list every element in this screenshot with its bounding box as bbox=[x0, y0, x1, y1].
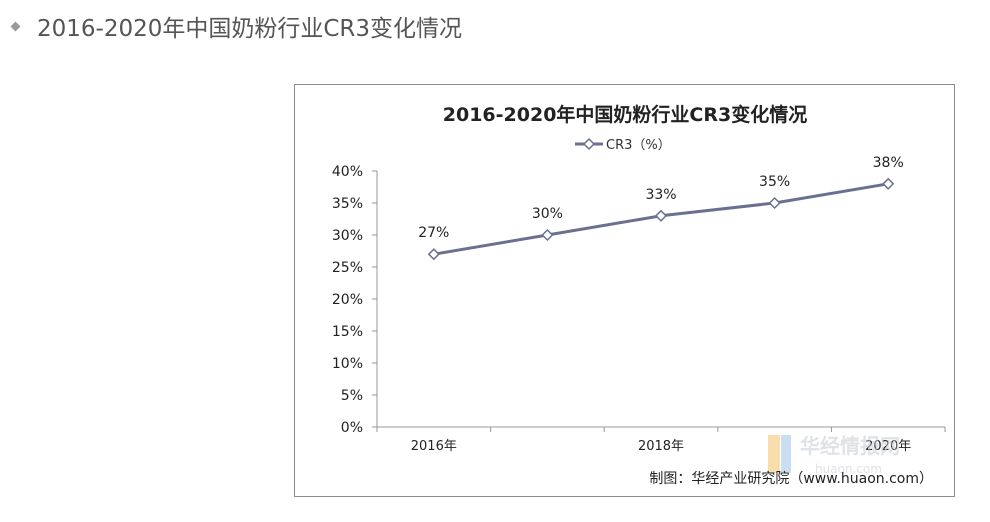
watermark: 华经情报网 huaon.com bbox=[768, 434, 900, 476]
y-axis-ticks: 0% 5% 10% 15% 20% 25% 30% 35% 40% bbox=[332, 164, 377, 436]
y-tick-label: 5% bbox=[341, 388, 363, 404]
y-tick-label: 35% bbox=[332, 196, 363, 212]
section-heading: 2016-2020年中国奶粉行业CR3变化情况 bbox=[10, 8, 463, 44]
x-tick-label: 2020年 bbox=[865, 439, 911, 454]
data-point bbox=[654, 209, 668, 222]
heading-text: 2016-2020年中国奶粉行业CR3变化情况 bbox=[37, 16, 463, 42]
x-tick-label: 2018年 bbox=[638, 439, 684, 454]
source-text: 制图：华经产业研究院（www.huaon.com） bbox=[649, 471, 933, 487]
watermark-sub: huaon.com bbox=[815, 462, 882, 476]
data-label: 30% bbox=[532, 206, 563, 222]
watermark-logo-icon-2 bbox=[781, 435, 791, 473]
data-point bbox=[427, 248, 440, 261]
y-tick-label: 15% bbox=[332, 324, 363, 340]
series-points bbox=[427, 177, 895, 261]
chart-frame: 2016-2020年中国奶粉行业CR3变化情况 CR3（%） 0% 5% 10% 15… bbox=[294, 84, 955, 497]
y-tick-label: 40% bbox=[332, 164, 363, 180]
data-point bbox=[768, 196, 781, 210]
data-label: 38% bbox=[873, 155, 904, 171]
legend-label: CR3（%） bbox=[606, 138, 671, 153]
chart-title: 2016-2020年中国奶粉行业CR3变化情况 bbox=[443, 103, 807, 126]
bullet-diamond-icon bbox=[10, 21, 21, 31]
data-label: 33% bbox=[645, 187, 676, 203]
y-tick-label: 30% bbox=[332, 228, 363, 244]
watermark-logo-icon bbox=[768, 435, 780, 473]
data-point bbox=[882, 177, 895, 190]
legend-marker bbox=[582, 137, 596, 151]
line-chart: 2016-2020年中国奶粉行业CR3变化情况 CR3（%） 0% 5% 10% 15… bbox=[332, 103, 946, 487]
y-tick-label: 25% bbox=[332, 260, 363, 276]
y-tick-label: 20% bbox=[332, 292, 363, 308]
data-point bbox=[541, 228, 554, 242]
data-labels: 27% 30% 33% 35% 38% bbox=[418, 155, 904, 241]
y-tick-label: 10% bbox=[332, 356, 363, 372]
watermark-main: 华经情报网 bbox=[800, 434, 900, 458]
x-tick-label: 2016年 bbox=[411, 439, 457, 454]
data-label: 27% bbox=[418, 225, 449, 241]
x-axis-ticks: 2016年 2018年 2020年 bbox=[376, 427, 946, 454]
legend: CR3（%） bbox=[575, 137, 671, 153]
y-tick-label: 0% bbox=[341, 420, 363, 436]
data-label: 35% bbox=[759, 174, 790, 190]
